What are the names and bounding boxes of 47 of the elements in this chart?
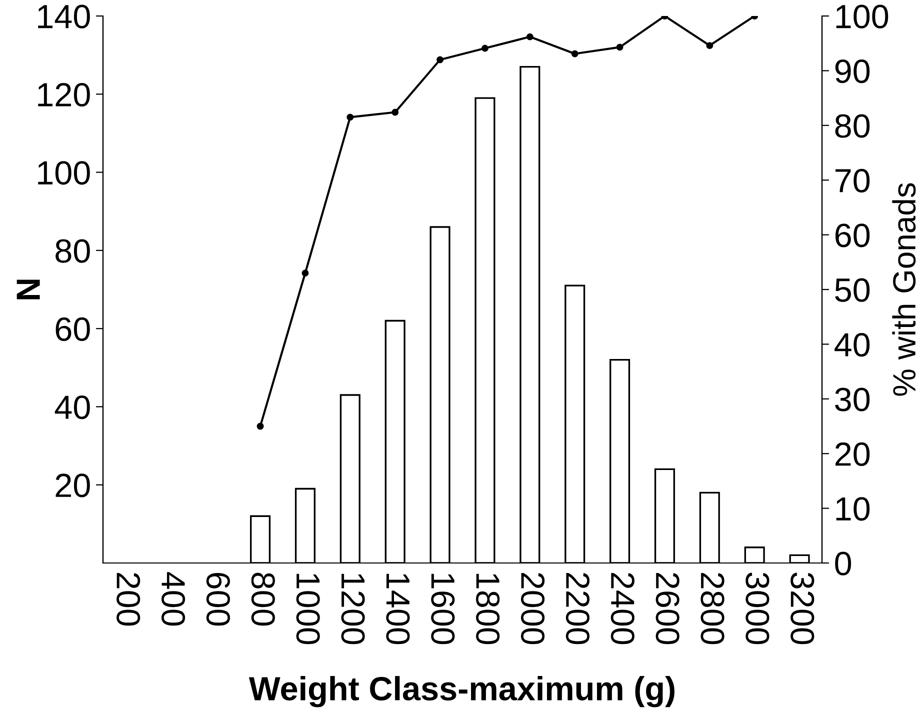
x-tick-label: 3200 xyxy=(790,572,814,644)
x-tick-label: 2800 xyxy=(700,573,724,644)
x-tick-label: 600 xyxy=(206,573,230,626)
y2-tick-label: 30 xyxy=(835,388,870,412)
y2-tick-label: 100 xyxy=(836,4,888,28)
y2-tick-label: 10 xyxy=(836,497,870,521)
y2-tick-label: 90 xyxy=(835,60,870,84)
x-tick-label: 2000 xyxy=(520,573,545,644)
x-tick-label: 1400 xyxy=(386,574,410,644)
x-tick-label: 2200 xyxy=(566,573,590,644)
point xyxy=(346,114,354,121)
point xyxy=(392,108,399,116)
y2-tick-label: 50 xyxy=(835,278,870,302)
x-tick-label: 400 xyxy=(161,572,186,626)
y2-tick-label: 0 xyxy=(835,552,852,576)
x-tick-label: 200 xyxy=(116,573,140,626)
point xyxy=(302,270,309,277)
x-tick-label: 1800 xyxy=(476,574,500,644)
y-tick-label: 120 xyxy=(38,82,90,107)
x-tick-label: 1600 xyxy=(431,574,455,644)
y-tick-label: 100 xyxy=(38,161,90,185)
y-tick-label: 140 xyxy=(38,4,90,28)
point xyxy=(706,42,714,50)
y2-tick-label: 70 xyxy=(836,168,870,193)
point xyxy=(571,50,578,58)
y-axis-title: N xyxy=(16,280,40,300)
x-axis-title: Weight Class-maximum (g) xyxy=(248,676,674,708)
y2-axis-title: % with Gonads xyxy=(892,183,916,396)
y2-tick-label: 80 xyxy=(835,114,870,138)
y-tick-label: 20 xyxy=(56,474,90,498)
y-tick-label: 80 xyxy=(56,239,90,263)
point xyxy=(436,56,444,64)
x-tick-label: 1000 xyxy=(296,574,320,644)
point xyxy=(526,33,534,40)
y-tick-label: 60 xyxy=(56,317,90,341)
x-tick-label: 1200 xyxy=(341,574,365,644)
point xyxy=(256,422,264,430)
point xyxy=(481,44,488,52)
y2-tick-label: 20 xyxy=(835,442,870,466)
point xyxy=(616,44,624,51)
x-tick-label: 2400 xyxy=(610,573,634,644)
y2-tick-label: 40 xyxy=(834,333,870,357)
x-tick-label: 2600 xyxy=(656,573,680,644)
y2-tick-label: 60 xyxy=(836,224,870,248)
x-tick-label: 800 xyxy=(251,572,275,626)
y-tick-label: 40 xyxy=(54,396,90,420)
x-tick-label: 3000 xyxy=(746,572,770,644)
